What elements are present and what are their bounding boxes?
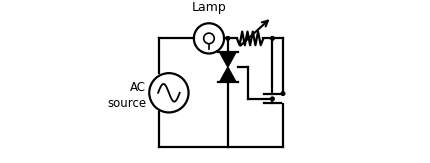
Circle shape <box>270 97 274 101</box>
Text: Lamp: Lamp <box>192 1 226 14</box>
Polygon shape <box>220 67 236 82</box>
Polygon shape <box>220 52 236 67</box>
Circle shape <box>270 37 274 40</box>
Circle shape <box>281 92 285 95</box>
Circle shape <box>226 37 230 40</box>
Text: AC
source: AC source <box>107 81 146 110</box>
